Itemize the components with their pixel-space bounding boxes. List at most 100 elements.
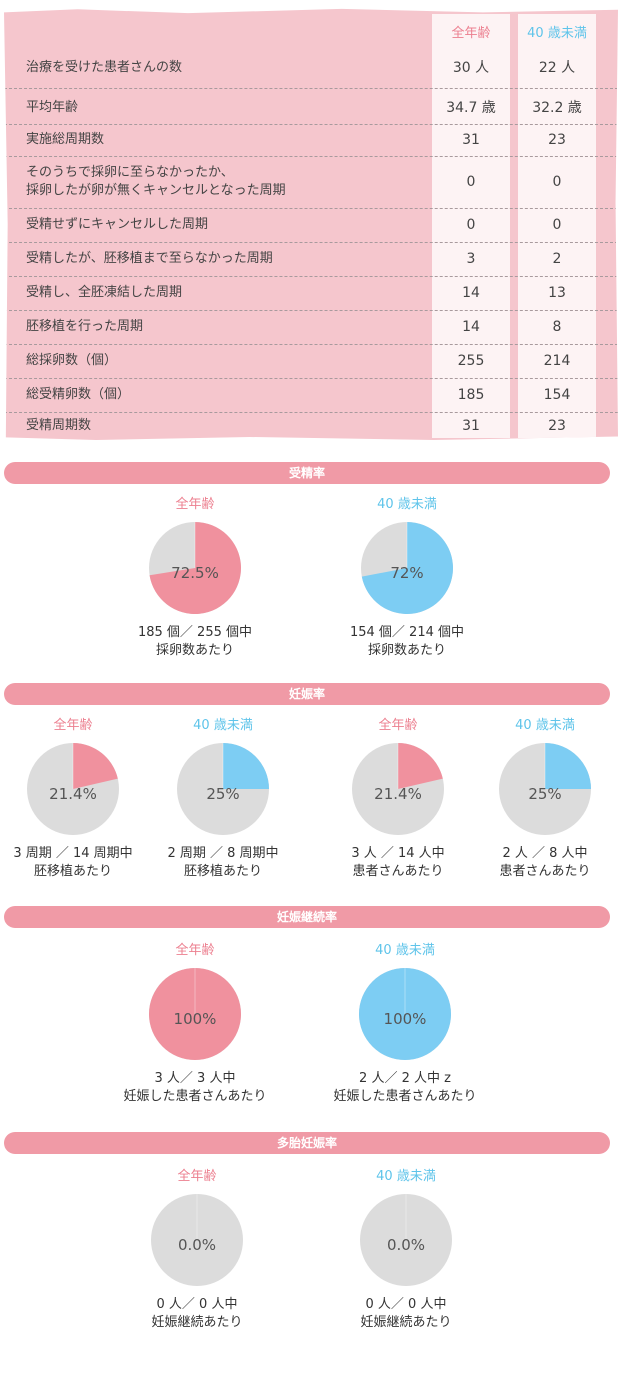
row-value-all: 3	[466, 251, 476, 267]
pie-percent-label: 21.4%	[374, 785, 422, 803]
row-value-all: 14	[462, 285, 480, 301]
pie-caption-count: 3 人 ／ 14 人中	[351, 846, 445, 861]
pie-slice-value	[149, 522, 241, 614]
pie-category-label: 40 歳未満	[193, 718, 253, 733]
pie-category-label: 全年齢	[53, 718, 93, 733]
row-value-under40: 23	[548, 418, 566, 434]
pie-chart: 25%	[177, 743, 269, 835]
pie-percent-label: 100%	[174, 1010, 217, 1028]
pie-chart: 100%	[359, 968, 451, 1060]
row-value-under40: 8	[552, 319, 562, 335]
pie-chart-group: 全年齢 100% 3 人／ 3 人中妊娠した患者さんあたり	[120, 942, 270, 1106]
table-row: 受精し、全胚凍結した周期 14 13	[4, 276, 618, 311]
pie-percent-label: 25%	[528, 785, 561, 803]
pie-category-label: 40 歳未満	[377, 497, 437, 512]
pie-caption-count: 3 周期 ／ 14 周期中	[13, 846, 133, 861]
pie-caption-basis: 妊娠した患者さんあたり	[333, 1089, 477, 1104]
row-label: 受精せずにキャンセルした周期	[26, 217, 209, 232]
pie-chart-group: 40 歳未満 100% 2 人／ 2 人中 z 妊娠した患者さんあたり	[330, 942, 480, 1106]
pie-category-label: 40 歳未満	[375, 943, 435, 958]
row-value-all: 30 人	[452, 60, 490, 76]
pie-percent-label: 21.4%	[49, 785, 97, 803]
row-value-under40: 154	[543, 387, 571, 403]
pie-caption-count: 2 周期 ／ 8 周期中	[167, 846, 279, 861]
pie-slice-value	[149, 968, 241, 1060]
pie-caption-basis: 妊娠継続あたり	[360, 1315, 452, 1330]
pie-chart-group: 40 歳未満 25% 2 人 ／ 8 人中 患者さんあたり	[470, 717, 620, 881]
row-value-under40: 0	[552, 174, 562, 190]
stats-table: 全年齢 40 歳未満 治療を受けた患者さんの数 30 人 22 人平均年齢 34.7 …	[4, 8, 618, 440]
section-bar-continuation: 妊娠継続率	[4, 906, 610, 928]
row-label: 総採卵数（個）	[26, 353, 118, 368]
table-row: 胚移植を行った周期 14 8	[4, 310, 618, 345]
row-value-under40: 22 人	[538, 60, 576, 76]
pie-chart-group: 全年齢 21.4% 3 人 ／ 14 人中 患者さんあたり	[323, 717, 473, 881]
pie-category-label: 全年齢	[175, 943, 215, 958]
row-label: 受精し、全胚凍結した周期	[26, 285, 183, 300]
pie-chart: 72.5%	[149, 522, 241, 614]
pie-caption-count: 0 人／ 0 人中	[365, 1297, 447, 1312]
pie-caption-count: 2 人 ／ 8 人中	[502, 846, 588, 861]
pie-caption-count: 0 人／ 0 人中	[156, 1297, 238, 1312]
pie-chart-group: 40 歳未満 0.0% 0 人／ 0 人中 妊娠継続あたり	[331, 1168, 481, 1332]
section-bar-pregnancy: 妊娠率	[4, 683, 610, 705]
pie-chart: 100%	[149, 968, 241, 1060]
pie-percent-label: 100%	[384, 1010, 427, 1028]
pie-chart-group: 全年齢 21.4% 3 周期 ／ 14 周期中 胚移植あたり	[0, 717, 148, 881]
row-label: 受精周期数	[26, 418, 92, 433]
row-value-under40: 23	[548, 132, 566, 148]
pie-slice-remainder	[360, 1194, 452, 1286]
row-value-under40: 13	[548, 285, 566, 301]
row-value-all: 255	[457, 353, 485, 369]
row-value-all: 14	[462, 319, 480, 335]
pie-caption-basis: 患者さんあたり	[499, 864, 591, 879]
pie-caption-basis: 胚移植あたり	[33, 864, 112, 879]
pie-slice-remainder	[151, 1194, 243, 1286]
row-label: 胚移植を行った周期	[26, 319, 144, 334]
pie-chart-group: 40 歳未満 25% 2 周期 ／ 8 周期中 胚移植あたり	[148, 717, 298, 881]
pie-chart-group: 全年齢 72.5% 185 個／ 255 個中 採卵数あたり	[120, 496, 270, 660]
table-row: 総採卵数（個） 255 214	[4, 344, 618, 379]
pie-category-label: 全年齢	[378, 718, 418, 733]
row-label: 総受精卵数（個）	[26, 387, 131, 402]
table-row: 受精周期数 31 23	[4, 412, 618, 440]
pie-caption-basis: 採卵数あたり	[367, 643, 446, 658]
pie-percent-label: 72.5%	[171, 564, 219, 582]
row-label: 平均年齢	[26, 100, 79, 115]
pie-chart: 25%	[499, 743, 591, 835]
row-label: 受精したが、胚移植まで至らなかった周期	[26, 251, 273, 266]
pie-percent-label: 72%	[390, 564, 423, 582]
row-value-all: 185	[457, 387, 485, 403]
pie-chart: 21.4%	[27, 743, 119, 835]
pie-caption-count: 154 個／ 214 個中	[349, 625, 465, 640]
pie-percent-label: 0.0%	[387, 1236, 425, 1254]
row-value-all: 34.7 歳	[446, 100, 496, 116]
table-row: そのうちで採卵に至らなかったか、 採卵したが卵が無くキャンセルとなった周期 0 0	[4, 156, 618, 209]
pie-chart-group: 全年齢 0.0% 0 人／ 0 人中 妊娠継続あたり	[122, 1168, 272, 1332]
pie-chart: 0.0%	[360, 1194, 452, 1286]
table-row: 受精せずにキャンセルした周期 0 0	[4, 208, 618, 243]
pie-caption-count: 185 個／ 255 個中	[137, 625, 253, 640]
row-value-all: 31	[462, 418, 480, 434]
pie-chart: 0.0%	[151, 1194, 243, 1286]
row-value-all: 0	[466, 174, 476, 190]
row-label: 実施総周期数	[26, 132, 105, 147]
pie-category-label: 全年齢	[175, 497, 215, 512]
pie-caption-count: 3 人／ 3 人中	[154, 1071, 236, 1086]
pie-percent-label: 0.0%	[178, 1236, 216, 1254]
section-bar-fertilization: 受精率	[4, 462, 610, 484]
row-label: そのうちで採卵に至らなかったか、 採卵したが卵が無くキャンセルとなった周期	[26, 165, 286, 198]
pie-caption-basis: 採卵数あたり	[155, 643, 234, 658]
pie-caption-basis: 妊娠した患者さんあたり	[123, 1089, 267, 1104]
pie-category-label: 40 歳未満	[515, 718, 575, 733]
column-header-all: 全年齢	[451, 26, 491, 41]
table-row: 総受精卵数（個） 185 154	[4, 378, 618, 413]
row-value-all: 31	[462, 132, 480, 148]
pie-caption-basis: 胚移植あたり	[183, 864, 262, 879]
row-value-under40: 0	[552, 217, 562, 233]
pie-chart-group: 40 歳未満 72% 154 個／ 214 個中 採卵数あたり	[332, 496, 482, 660]
column-header-under40: 40 歳未満	[527, 26, 587, 41]
table-row: 平均年齢 34.7 歳 32.2 歳	[4, 92, 618, 125]
column-all-background	[432, 14, 510, 438]
row-value-under40: 32.2 歳	[532, 100, 582, 116]
